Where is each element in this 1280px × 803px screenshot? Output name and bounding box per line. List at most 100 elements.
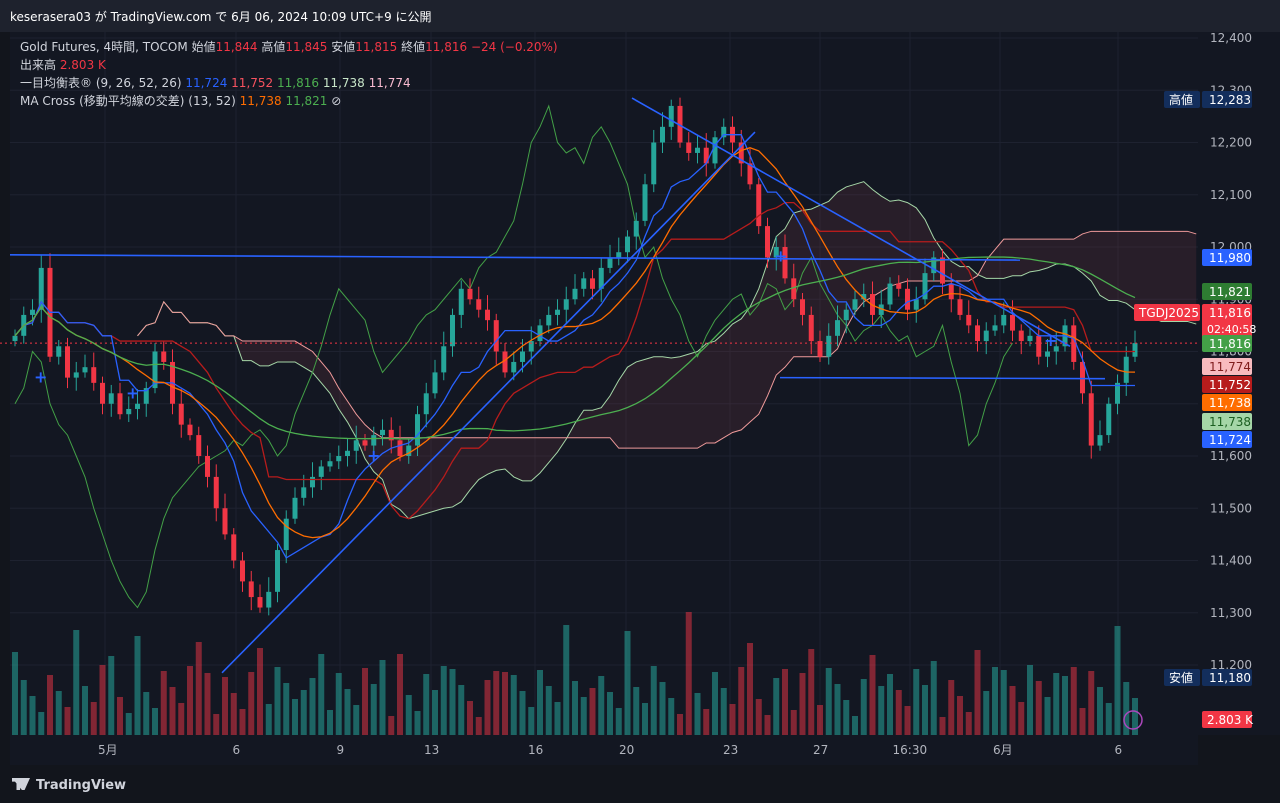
volume-bar xyxy=(449,669,456,735)
candle-body xyxy=(283,518,289,551)
candle-body xyxy=(616,252,622,258)
candle-body xyxy=(196,435,202,456)
price-tag xyxy=(1202,413,1252,430)
time-axis xyxy=(10,735,1198,765)
candle-body xyxy=(590,278,595,289)
candle-body xyxy=(397,440,403,456)
legend-open-value: 11,844 xyxy=(215,40,258,54)
volume-bar xyxy=(992,667,998,735)
volume-bar xyxy=(248,672,255,735)
candle-body xyxy=(957,299,963,315)
candle-body xyxy=(187,424,193,436)
ma-fast-line xyxy=(14,147,1136,539)
volume-bar xyxy=(405,695,412,735)
volume-bar xyxy=(685,612,692,735)
volume-bar xyxy=(327,710,333,735)
candle-body xyxy=(336,456,342,462)
legend-ma-label: MA Cross (移動平均線の交差) (13, 52) xyxy=(20,94,236,108)
volume-bar xyxy=(414,711,421,735)
candle-body xyxy=(152,351,158,389)
volume-bar xyxy=(187,666,193,735)
candle-body xyxy=(458,288,464,315)
legend-open-label: 始値 xyxy=(191,40,216,54)
ma-cross-marker: + xyxy=(367,446,380,465)
candle-body xyxy=(808,314,814,342)
candle-body xyxy=(1018,330,1024,342)
y-tick-label: 11,600 xyxy=(1210,449,1252,463)
legend-volume-value: 2.803 K xyxy=(59,58,106,72)
price-tag-badge-text: 高値 xyxy=(1169,92,1193,107)
candle-body xyxy=(992,325,998,331)
candle-body xyxy=(712,137,718,164)
candle-body xyxy=(108,393,114,404)
volume-bar xyxy=(1053,673,1060,735)
volume-bar xyxy=(913,669,920,735)
price-chart[interactable]: +++++12,40012,30012,20012,10012,00011,90… xyxy=(0,0,1280,770)
ichimoku-span-b xyxy=(137,230,1197,449)
volume-bar xyxy=(265,704,272,735)
legend-ichimoku[interactable]: 一目均衡表® (9, 26, 52, 26) 11,724 11,752 11,… xyxy=(20,74,558,92)
volume-bar xyxy=(922,685,928,735)
price-tag-badge xyxy=(1164,91,1200,108)
volume-bar xyxy=(458,685,465,735)
volume-bar xyxy=(362,668,368,735)
price-tag-badge-text: TGDJ2025 xyxy=(1138,306,1199,320)
legend-change: −24 (−0.20%) xyxy=(470,40,558,54)
candle-body xyxy=(371,435,377,446)
rising-trendline xyxy=(221,131,756,674)
hidden-eye-icon[interactable]: ⊘ xyxy=(331,94,342,108)
price-tag xyxy=(1202,91,1252,108)
volume-bar xyxy=(825,668,832,735)
price-tag-badge xyxy=(1134,304,1200,321)
volume-bar xyxy=(1114,626,1121,735)
ma-cross-marker: + xyxy=(774,246,787,265)
candle-body xyxy=(773,247,779,258)
volume-bar xyxy=(712,672,718,735)
tradingview-logo[interactable]: TradingView xyxy=(12,778,126,793)
legend-ma-cross[interactable]: MA Cross (移動平均線の交差) (13, 52) 11,738 11,8… xyxy=(20,92,558,110)
volume-bar xyxy=(344,689,351,735)
candle-body xyxy=(572,288,578,300)
x-tick-label: 5月 xyxy=(98,743,118,757)
volume-bar xyxy=(738,667,745,735)
candle-body xyxy=(38,267,44,310)
volume-bar xyxy=(318,654,325,735)
candle-body xyxy=(511,361,517,373)
publish-header: keserasera03 が TradingView.com で 6月 06, … xyxy=(0,0,1280,32)
candle-body xyxy=(82,367,88,373)
volume-bar xyxy=(528,707,535,735)
volume-bar xyxy=(703,709,710,735)
candle-body xyxy=(1053,346,1059,352)
falling-trendline xyxy=(631,97,1071,347)
candle-body xyxy=(502,351,508,373)
candle-body xyxy=(266,591,272,608)
volume-bar xyxy=(1097,687,1103,735)
legend-spana-value: 11,738 xyxy=(322,76,365,90)
volume-bar xyxy=(799,673,806,735)
price-tag-value: 11,821 xyxy=(1209,285,1251,299)
volume-bar xyxy=(887,674,893,735)
volume-bar xyxy=(537,670,543,735)
tradingview-logo-icon xyxy=(12,778,30,790)
legend-close-label: 終値 xyxy=(401,40,426,54)
publish-title: keserasera03 が TradingView.com で 6月 06, … xyxy=(10,10,432,24)
price-tag xyxy=(1202,249,1252,266)
volume-bar xyxy=(309,678,316,735)
candle-body xyxy=(257,597,263,608)
candle-body xyxy=(240,560,245,582)
candle-body xyxy=(861,294,867,300)
candle-body xyxy=(362,440,368,446)
candle-body xyxy=(441,346,447,373)
candle-body xyxy=(537,325,543,342)
candle-body xyxy=(1027,335,1033,342)
volume-bar xyxy=(834,684,841,735)
price-tag-badge xyxy=(1164,669,1200,686)
candle-body xyxy=(922,273,928,300)
volume-bar xyxy=(1027,665,1033,735)
volume-bar xyxy=(965,712,972,735)
candle-body xyxy=(896,283,902,289)
legend-high-label: 高値 xyxy=(261,40,286,54)
candle-body xyxy=(835,320,840,336)
candle-body xyxy=(695,147,700,153)
volume-bar xyxy=(274,667,281,735)
